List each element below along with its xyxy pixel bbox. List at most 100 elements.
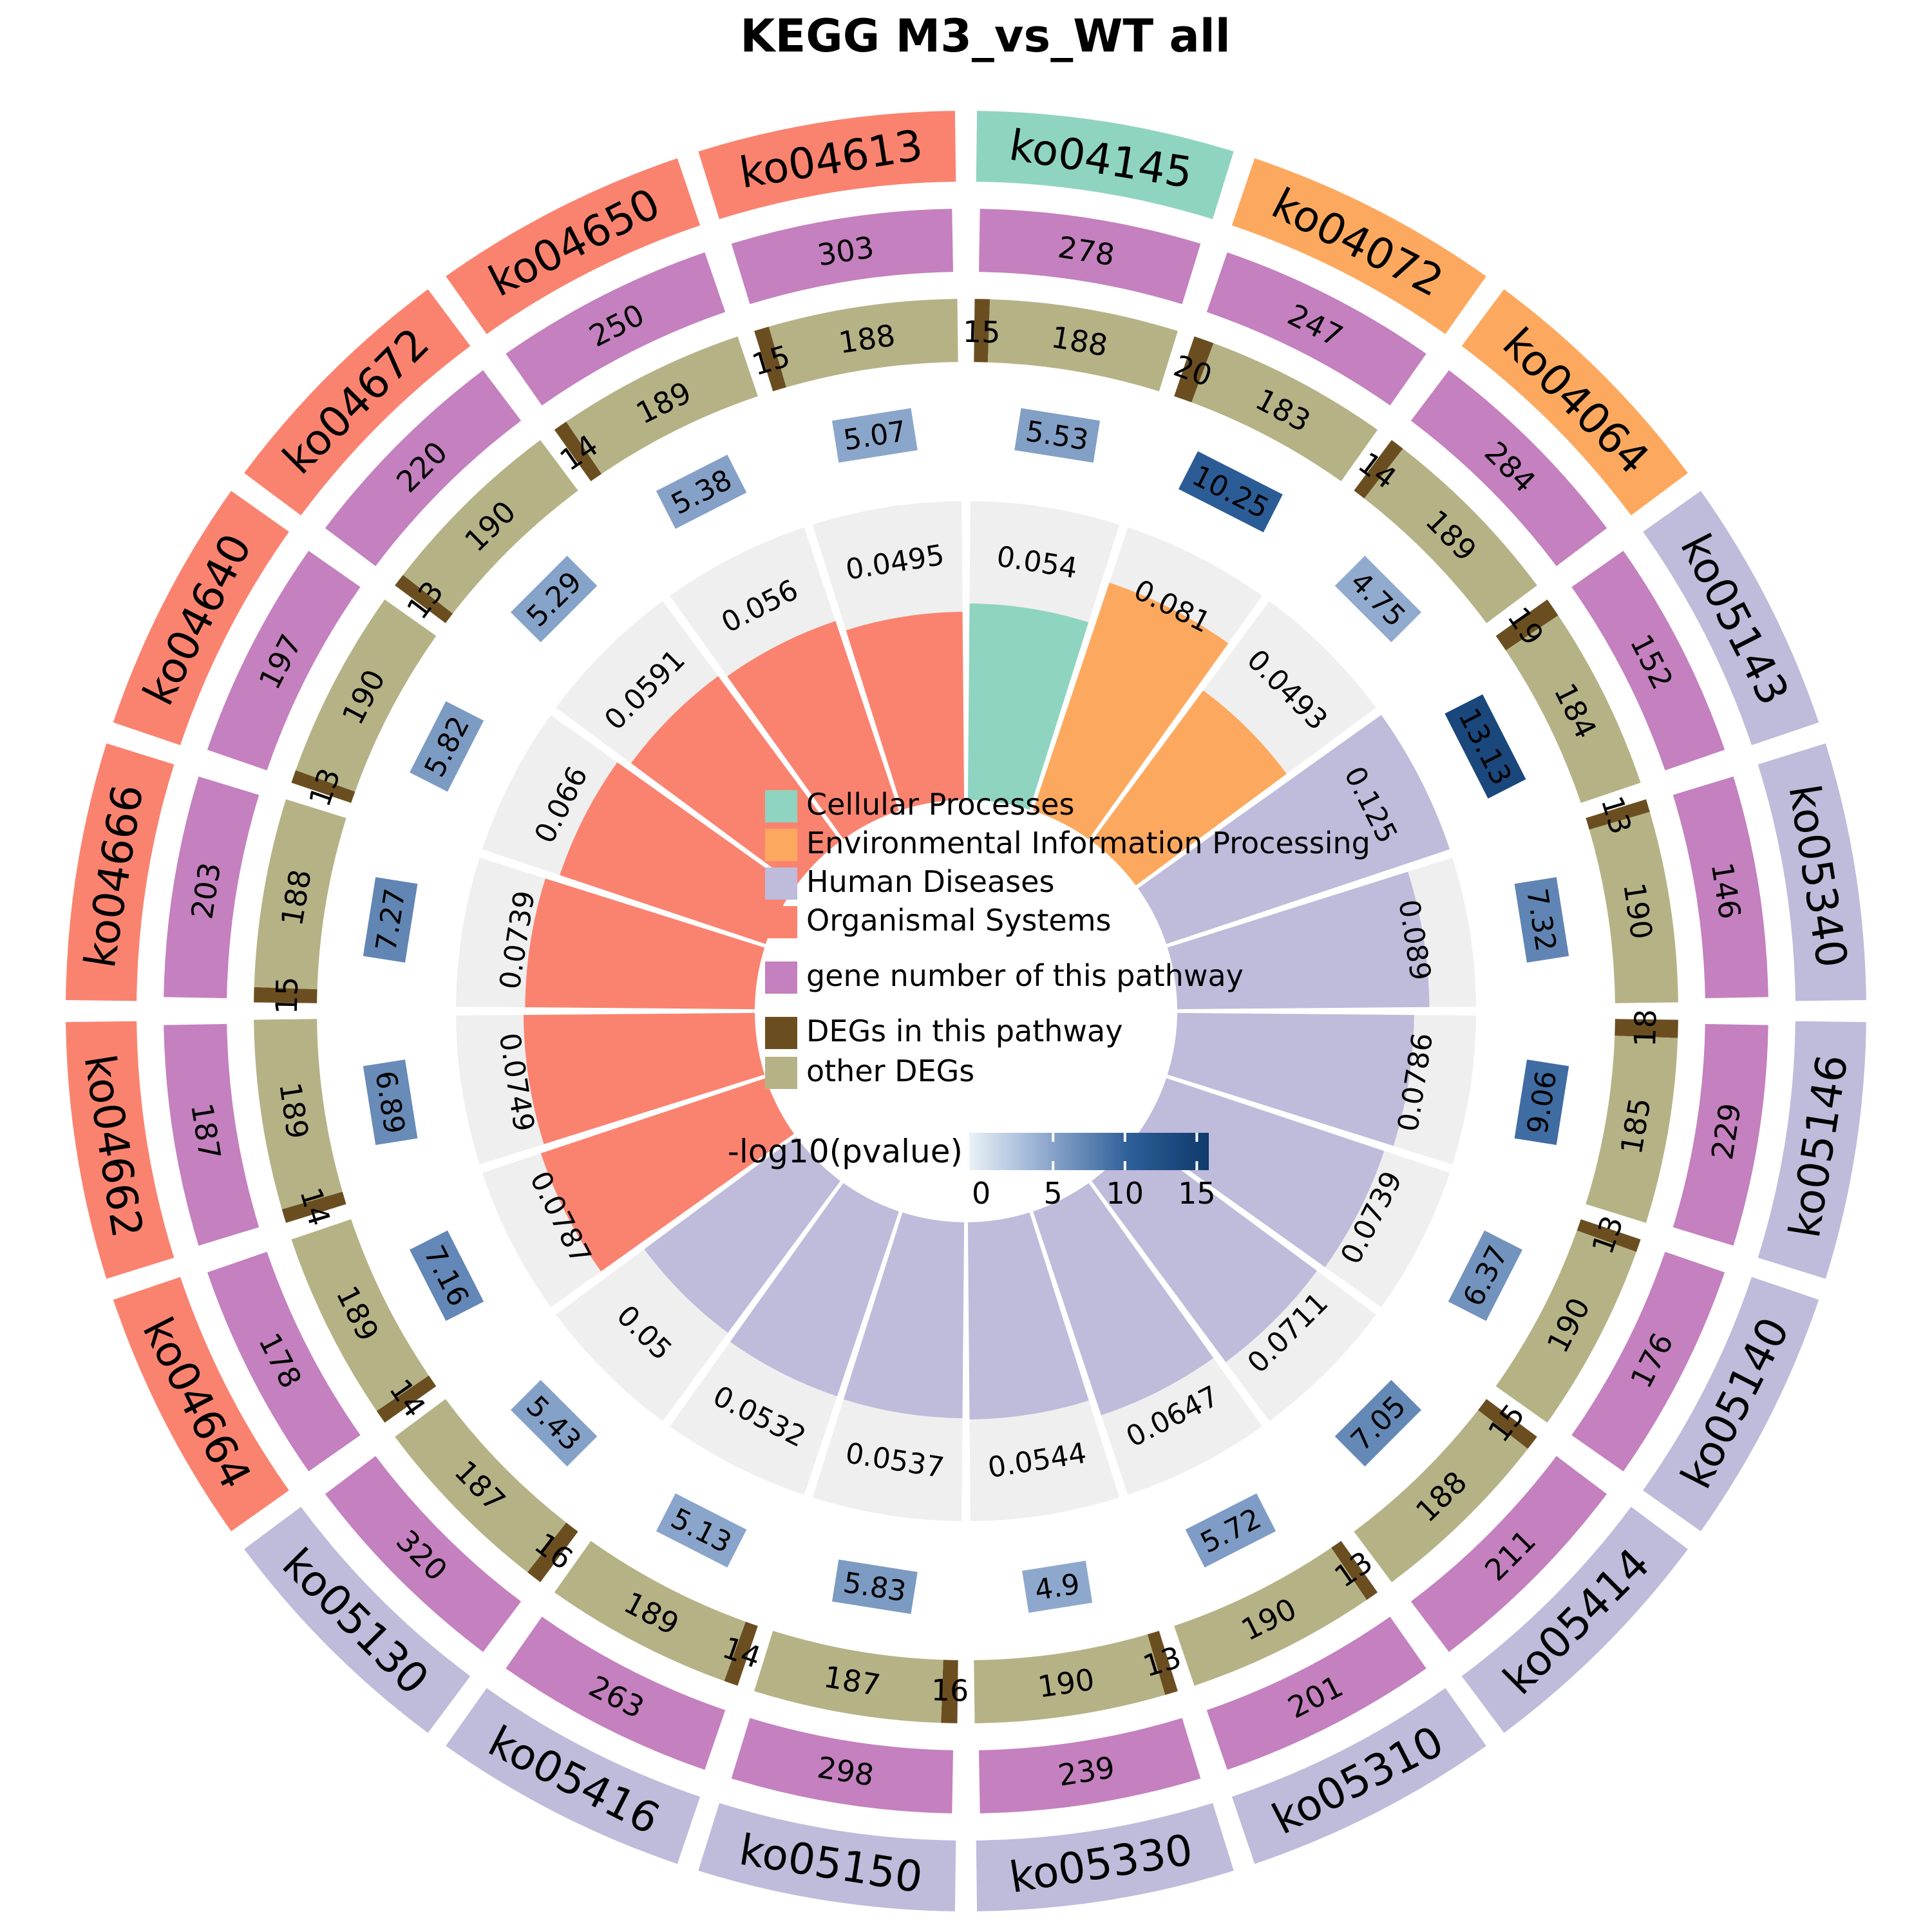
pvalue-box-ko05416: 5.13 — [656, 1493, 747, 1567]
other-deg-count-label-ko04613: 188 — [837, 317, 898, 360]
other-deg-seg-ko05130 — [395, 1399, 567, 1573]
deg-seg-ko04662 — [281, 1191, 346, 1223]
other-deg-count-label-ko05330: 190 — [1036, 1662, 1097, 1704]
svg-text:188: 188 — [837, 317, 898, 360]
gene-count-bar-ko04064 — [1410, 370, 1607, 567]
gene-count-bar-ko05416 — [506, 1616, 726, 1770]
pathway-band-ko04664 — [113, 1276, 289, 1531]
rich-factor-wedge-ko04666 — [525, 878, 765, 1010]
other-deg-count-label-ko05340: 190 — [1616, 880, 1659, 942]
other-deg-seg-ko05330 — [974, 1634, 1166, 1723]
rich-factor-wedge-ko05146 — [1167, 1012, 1414, 1146]
deg-seg-ko04672 — [395, 574, 453, 623]
deg-seg-ko04640 — [291, 770, 355, 803]
svg-text:4.9: 4.9 — [1032, 1567, 1082, 1607]
deg-seg-ko04064 — [1354, 440, 1403, 498]
other-deg-seg-ko05146 — [1586, 1036, 1678, 1223]
legend-label-category-0: Cellular Processes — [806, 787, 1074, 822]
rich-factor-wedge-ko05310 — [1033, 1183, 1214, 1416]
legend-label-category-2: Human Diseases — [806, 864, 1054, 899]
gene-count-bar-ko04650 — [506, 252, 726, 406]
pathway-band-ko05416 — [446, 1688, 701, 1864]
colorbar-tick-mark — [1195, 1133, 1198, 1142]
colorbar-label: -log10(pvalue) — [728, 1133, 963, 1170]
deg-seg-ko04145 — [974, 299, 990, 363]
pvalue-box-ko05140: 6.37 — [1448, 1230, 1522, 1321]
colorbar-tick-mark — [1052, 1161, 1055, 1170]
gene-count-bar-ko05310 — [1206, 1616, 1426, 1770]
colorbar-tick-mark — [1195, 1161, 1198, 1170]
deg-seg-ko05340 — [1586, 799, 1650, 830]
pvalue-box-ko05146: 9.06 — [1514, 1059, 1569, 1145]
svg-text:189: 189 — [272, 1080, 315, 1141]
rich-factor-wedge-ko04664 — [540, 1078, 794, 1272]
other-deg-seg-ko05416 — [554, 1540, 746, 1681]
pathway-band-ko04666 — [66, 743, 175, 1001]
other-deg-seg-ko05310 — [1174, 1548, 1367, 1686]
pathway-band-ko04072 — [1231, 158, 1486, 334]
legend-swatch-category-3 — [765, 906, 797, 938]
colorbar-tick-label-2: 10 — [1106, 1176, 1144, 1211]
legend-swatch-ring-2 — [765, 1057, 797, 1089]
gene-count-bar-ko04666 — [164, 776, 260, 998]
pvalue-box-ko05310: 5.72 — [1185, 1493, 1276, 1567]
pathway-band-ko05140 — [1643, 1276, 1819, 1531]
pvalue-box-ko04650: 5.38 — [656, 455, 747, 529]
rich-factor-wedge-ko05416 — [730, 1183, 899, 1397]
rich-factor-wedge-ko05414 — [1092, 1137, 1317, 1362]
deg-seg-ko04650 — [554, 421, 602, 482]
deg-count-label-ko04145: 15 — [962, 314, 1001, 350]
pvalue-box-ko04666: 7.27 — [363, 877, 418, 963]
deg-seg-ko05143 — [1495, 599, 1558, 650]
pvalue-box-ko04662: 6.89 — [363, 1059, 418, 1145]
deg-seg-ko05150 — [941, 1660, 958, 1723]
gene-count-bar-ko04640 — [207, 551, 361, 771]
colorbar-gradient — [969, 1133, 1209, 1170]
rich-factor-wedge-ko04145 — [967, 603, 1089, 810]
other-deg-seg-ko04640 — [296, 599, 437, 792]
legend-label-category-1: Environmental Information Processing — [806, 826, 1370, 860]
pathway-band-ko04672 — [244, 289, 471, 516]
chart-title: KEGG M3_vs_WT all — [740, 10, 1231, 62]
other-deg-seg-ko04145 — [987, 299, 1178, 392]
colorbar-tick-mark — [1123, 1161, 1126, 1170]
svg-text:190: 190 — [1036, 1662, 1097, 1704]
rich-factor-wedge-ko04640 — [560, 762, 794, 944]
pathway-band-ko05150 — [698, 1803, 956, 1911]
gene-count-bar-ko05330 — [979, 1718, 1201, 1814]
other-deg-seg-ko04672 — [402, 440, 578, 614]
deg-count-label-ko04666: 15 — [269, 976, 305, 1015]
deg-seg-ko04664 — [376, 1375, 437, 1423]
legend-label-category-3: Organismal Systems — [806, 903, 1112, 938]
pvalue-box-ko04613: 5.07 — [832, 408, 918, 463]
rich-factor-wedge-ko05150 — [843, 1212, 965, 1419]
other-deg-seg-ko04072 — [1191, 343, 1378, 482]
other-deg-seg-ko05140 — [1495, 1230, 1636, 1423]
pathway-band-ko05146 — [1757, 1021, 1866, 1279]
pvalue-box-ko04072: 10.25 — [1178, 451, 1283, 533]
deg-seg-ko05330 — [1147, 1631, 1178, 1695]
legend-swatch-ring-0 — [765, 961, 797, 994]
pathway-band-ko04145 — [976, 111, 1234, 220]
legend-label-ring-1: DEGs in this pathway — [806, 1014, 1122, 1048]
other-deg-seg-ko05340 — [1589, 811, 1678, 1003]
other-deg-seg-ko05414 — [1354, 1410, 1528, 1582]
other-deg-seg-ko04613 — [768, 299, 958, 388]
gene-count-bar-ko05143 — [1571, 551, 1725, 771]
legend-swatch-category-1 — [765, 829, 797, 861]
rich-factor-wedge-ko05340 — [1167, 871, 1430, 1010]
deg-seg-ko04666 — [254, 987, 317, 1003]
gene-count-bar-ko05146 — [1672, 1024, 1768, 1246]
deg-seg-ko05130 — [527, 1522, 578, 1582]
gene-count-bar-ko05140 — [1571, 1251, 1725, 1472]
pvalue-box-ko05340: 7.32 — [1514, 877, 1569, 963]
other-deg-seg-ko04662 — [254, 1019, 343, 1209]
pvalue-box-ko05150: 5.83 — [832, 1559, 918, 1615]
other-deg-seg-ko04666 — [254, 799, 346, 990]
gene-count-bar-ko04662 — [164, 1024, 260, 1246]
legend-swatch-ring-1 — [765, 1017, 797, 1049]
other-deg-seg-ko05150 — [754, 1631, 943, 1723]
colorbar-tick-label-3: 15 — [1178, 1176, 1216, 1211]
